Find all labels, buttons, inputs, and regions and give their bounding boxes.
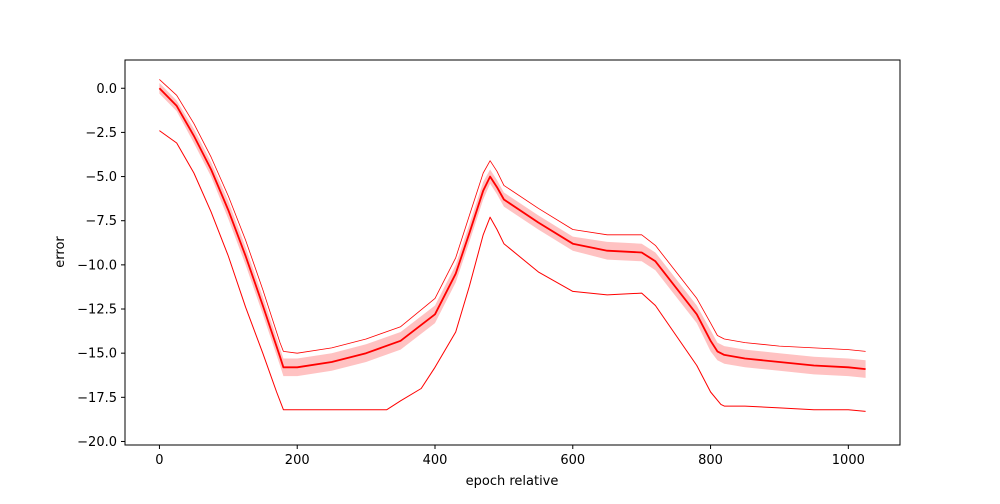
y-tick-label: −10.0 bbox=[77, 258, 117, 273]
x-tick-label: 1000 bbox=[832, 453, 865, 468]
series-line-upper-envelope bbox=[159, 79, 866, 354]
series-layer bbox=[158, 79, 866, 412]
y-axis-label: error bbox=[53, 236, 68, 268]
x-tick-label: 600 bbox=[560, 453, 585, 468]
y-tick-label: −20.0 bbox=[77, 435, 117, 450]
y-tick-label: −15.0 bbox=[77, 347, 117, 362]
y-axis: 0.0 −2.5 −5.0 −7.5 −10.0 −12.5 −15.0 −17.5 −20.0 bbox=[77, 82, 125, 450]
x-axis: 0 200 400 600 800 1000 bbox=[155, 445, 865, 468]
y-tick-label: −7.5 bbox=[85, 214, 117, 229]
series-line-mean bbox=[158, 87, 866, 370]
y-tick-label: −12.5 bbox=[77, 303, 117, 318]
x-axis-label: epoch relative bbox=[466, 474, 559, 489]
y-tick-label: −5.0 bbox=[85, 170, 117, 185]
x-tick-label: 800 bbox=[698, 453, 723, 468]
plot-area bbox=[125, 60, 900, 445]
y-tick-label: −17.5 bbox=[77, 391, 117, 406]
x-tick-label: 0 bbox=[155, 453, 163, 468]
x-tick-label: 200 bbox=[285, 453, 310, 468]
series-line-lower-envelope bbox=[159, 130, 866, 412]
plot-frame bbox=[124, 59, 901, 446]
x-tick-label: 400 bbox=[423, 453, 448, 468]
y-tick-label: 0.0 bbox=[96, 82, 117, 97]
y-tick-label: −2.5 bbox=[85, 126, 117, 141]
